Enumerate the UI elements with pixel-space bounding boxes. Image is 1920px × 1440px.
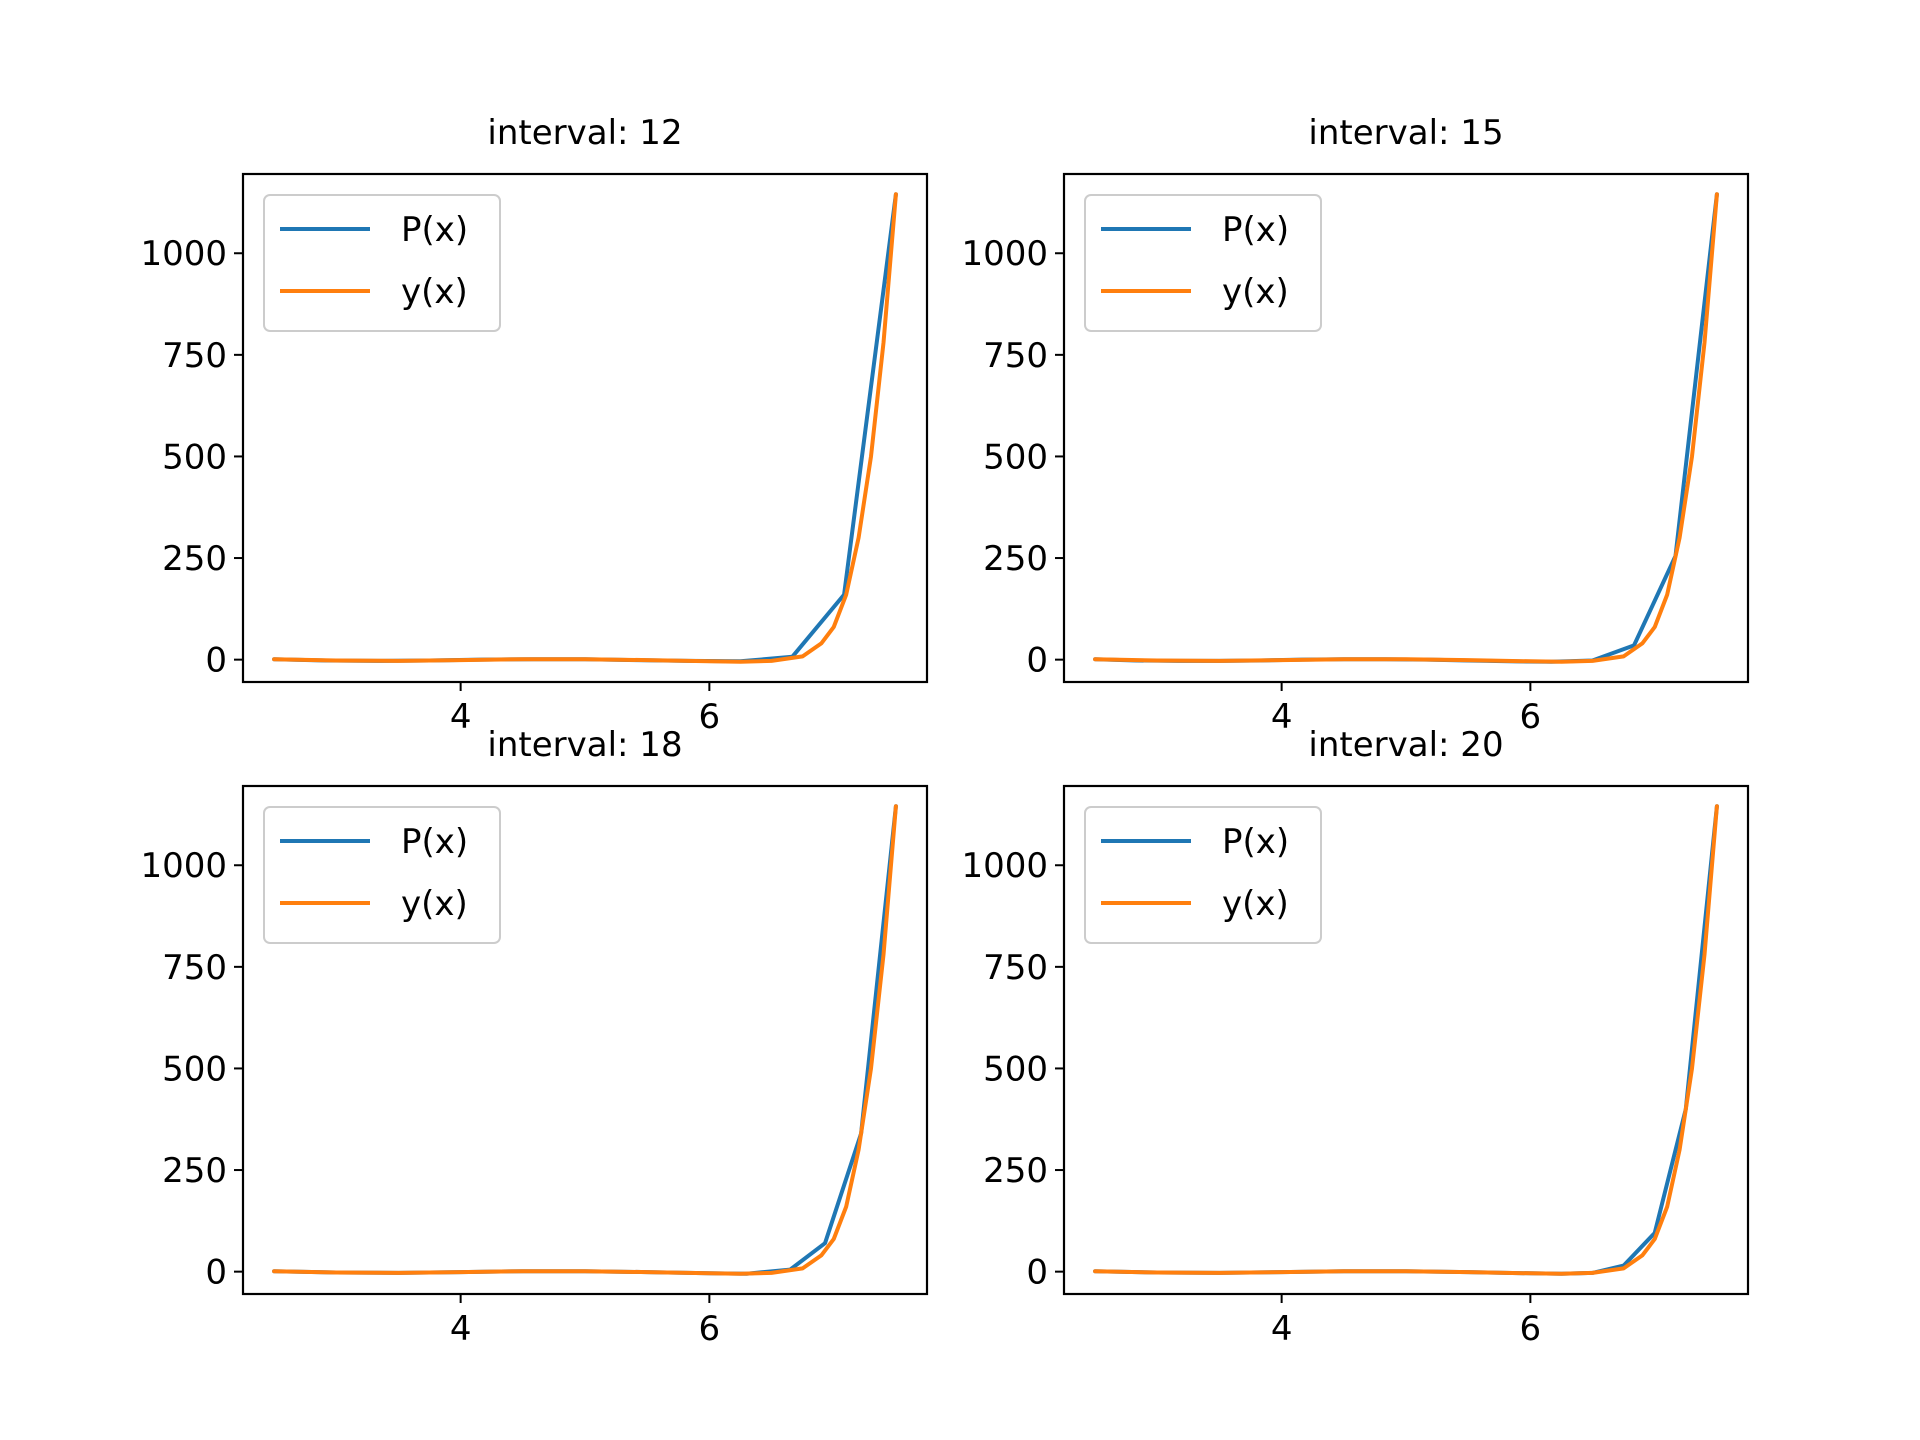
- y-tick-label: 750: [162, 948, 227, 988]
- legend-label: y(x): [1222, 272, 1289, 312]
- y-tick-label: 1000: [140, 846, 227, 886]
- legend-label: P(x): [401, 210, 468, 250]
- series-line-yx: [1093, 804, 1719, 1276]
- y-tick-label: 0: [1026, 641, 1048, 681]
- x-tick-label: 4: [450, 1309, 472, 1349]
- legend-label: y(x): [401, 272, 468, 312]
- subplot-1: interval: 12 4 6 0 250 500 750 1000 P(x) y(x): [140, 113, 929, 737]
- y-tick-label: 250: [983, 539, 1048, 579]
- x-tick-label: 6: [1520, 1309, 1542, 1349]
- y-tick-label: 250: [162, 539, 227, 579]
- subplot-4: interval: 20 4 6 0 250 500 750 1000 P(x) y(x): [961, 725, 1750, 1349]
- y-tick-label: 1000: [961, 846, 1048, 886]
- subplot-title: interval: 20: [1308, 725, 1503, 765]
- x-tick-label: 6: [1520, 697, 1542, 737]
- x-tick-label: 4: [450, 697, 472, 737]
- legend: P(x) y(x): [263, 194, 501, 332]
- legend: P(x) y(x): [1084, 194, 1322, 332]
- y-tick-label: 250: [983, 1151, 1048, 1191]
- legend-label: y(x): [401, 884, 468, 924]
- y-tick-label: 500: [162, 1049, 227, 1089]
- legend: P(x) y(x): [263, 806, 501, 944]
- y-tick-label: 0: [205, 641, 227, 681]
- subplot-title: interval: 12: [487, 113, 682, 153]
- y-tick-label: 750: [162, 336, 227, 376]
- x-tick-label: 4: [1271, 697, 1293, 737]
- subplot-title: interval: 18: [487, 725, 682, 765]
- y-tick-label: 500: [983, 1049, 1048, 1089]
- y-tick-label: 0: [205, 1253, 227, 1293]
- y-tick-label: 500: [983, 437, 1048, 477]
- y-tick-label: 750: [983, 948, 1048, 988]
- axes-frame: [241, 172, 929, 684]
- legend-label: P(x): [401, 822, 468, 862]
- legend-label: P(x): [1222, 210, 1289, 250]
- axes-frame: [1062, 172, 1750, 684]
- subplot-2: interval: 15 4 6 0 250 500 750 1000 P(x) y(x): [961, 113, 1750, 737]
- y-tick-label: 500: [162, 437, 227, 477]
- x-tick-label: 6: [699, 697, 721, 737]
- series-line-yx: [272, 804, 898, 1276]
- x-tick-label: 6: [699, 1309, 721, 1349]
- y-tick-label: 1000: [961, 234, 1048, 274]
- y-tick-label: 250: [162, 1151, 227, 1191]
- axes-frame: [241, 784, 929, 1296]
- legend-label: y(x): [1222, 884, 1289, 924]
- x-tick-label: 4: [1271, 1309, 1293, 1349]
- legend-label: P(x): [1222, 822, 1289, 862]
- series-line-yx: [272, 192, 898, 664]
- legend: P(x) y(x): [1084, 806, 1322, 944]
- y-tick-label: 750: [983, 336, 1048, 376]
- axes-frame: [1062, 784, 1750, 1296]
- y-tick-label: 0: [1026, 1253, 1048, 1293]
- y-tick-label: 1000: [140, 234, 227, 274]
- subplot-3: interval: 18 4 6 0 250 500 750 1000 P(x) y(x): [140, 725, 929, 1349]
- subplot-title: interval: 15: [1308, 113, 1503, 153]
- series-line-yx: [1093, 192, 1719, 664]
